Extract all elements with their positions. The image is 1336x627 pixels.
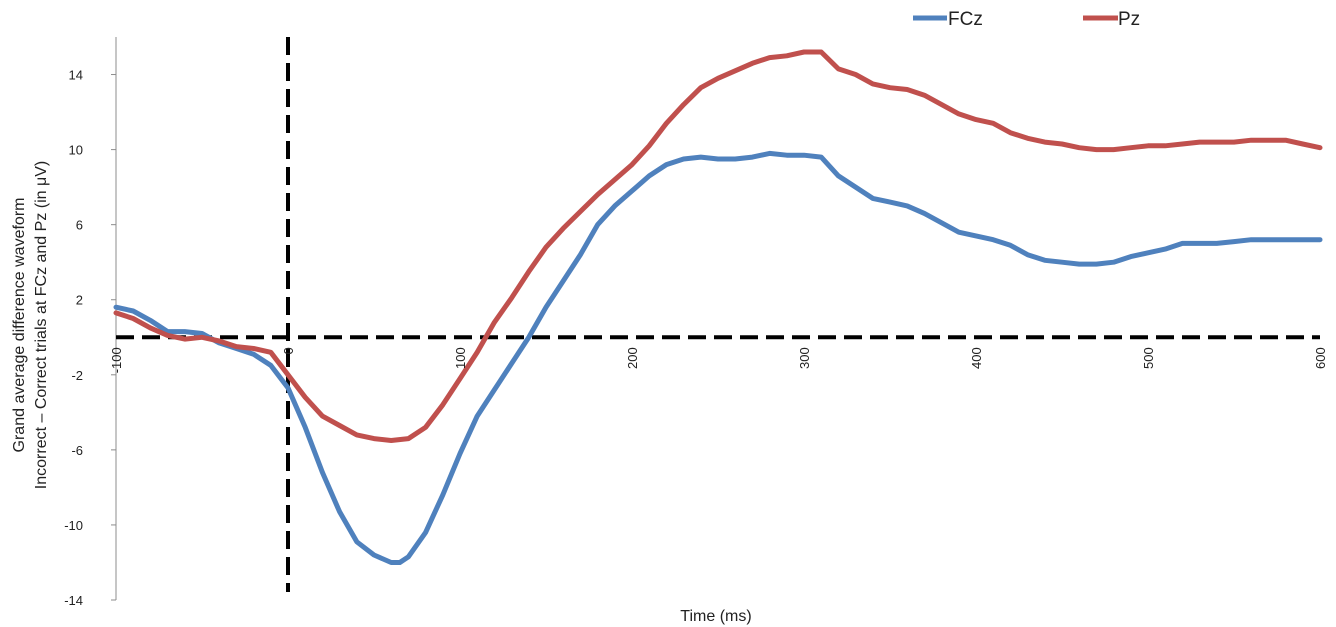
- tick-labels: -14 -10 -6 -2 2 6 10 14 -100 0 100 200 300 400 500 600: [64, 68, 1328, 608]
- x-tick-label: -100: [109, 347, 124, 373]
- y-axis-title-line1: Grand average difference waveform: [11, 198, 28, 453]
- series-layer: [113, 49, 1323, 565]
- y-tick-label: -6: [71, 443, 83, 458]
- series-line-fcz: [113, 150, 1323, 565]
- legend: FCz Pz: [913, 9, 1140, 30]
- legend-label-fcz: FCz: [948, 9, 983, 30]
- x-tick-label: 0: [281, 347, 296, 354]
- x-tick-label: 100: [453, 347, 468, 369]
- y-axis-title-line2: Incorrect – Correct trials at FCz and Pz…: [33, 161, 50, 489]
- y-tick-label: 10: [69, 143, 83, 158]
- x-tick-label: 200: [625, 347, 640, 369]
- x-axis-title: Time (ms): [680, 608, 751, 625]
- x-tick-label: 500: [1141, 347, 1156, 369]
- reference-lines: [116, 37, 1320, 592]
- y-tick-label: 2: [76, 293, 83, 308]
- x-tick-label: 300: [797, 347, 812, 369]
- x-tick-label: 600: [1313, 347, 1328, 369]
- y-tick-label: -2: [71, 368, 83, 383]
- x-tick-label: 400: [969, 347, 984, 369]
- legend-label-pz: Pz: [1118, 9, 1140, 30]
- y-tick-label: 6: [76, 218, 83, 233]
- axes-layer: [111, 37, 117, 601]
- y-tick-label: 14: [69, 68, 83, 83]
- y-tick-label: -14: [64, 593, 83, 608]
- series-line-pz: [113, 49, 1323, 443]
- y-tick-label: -10: [64, 518, 83, 533]
